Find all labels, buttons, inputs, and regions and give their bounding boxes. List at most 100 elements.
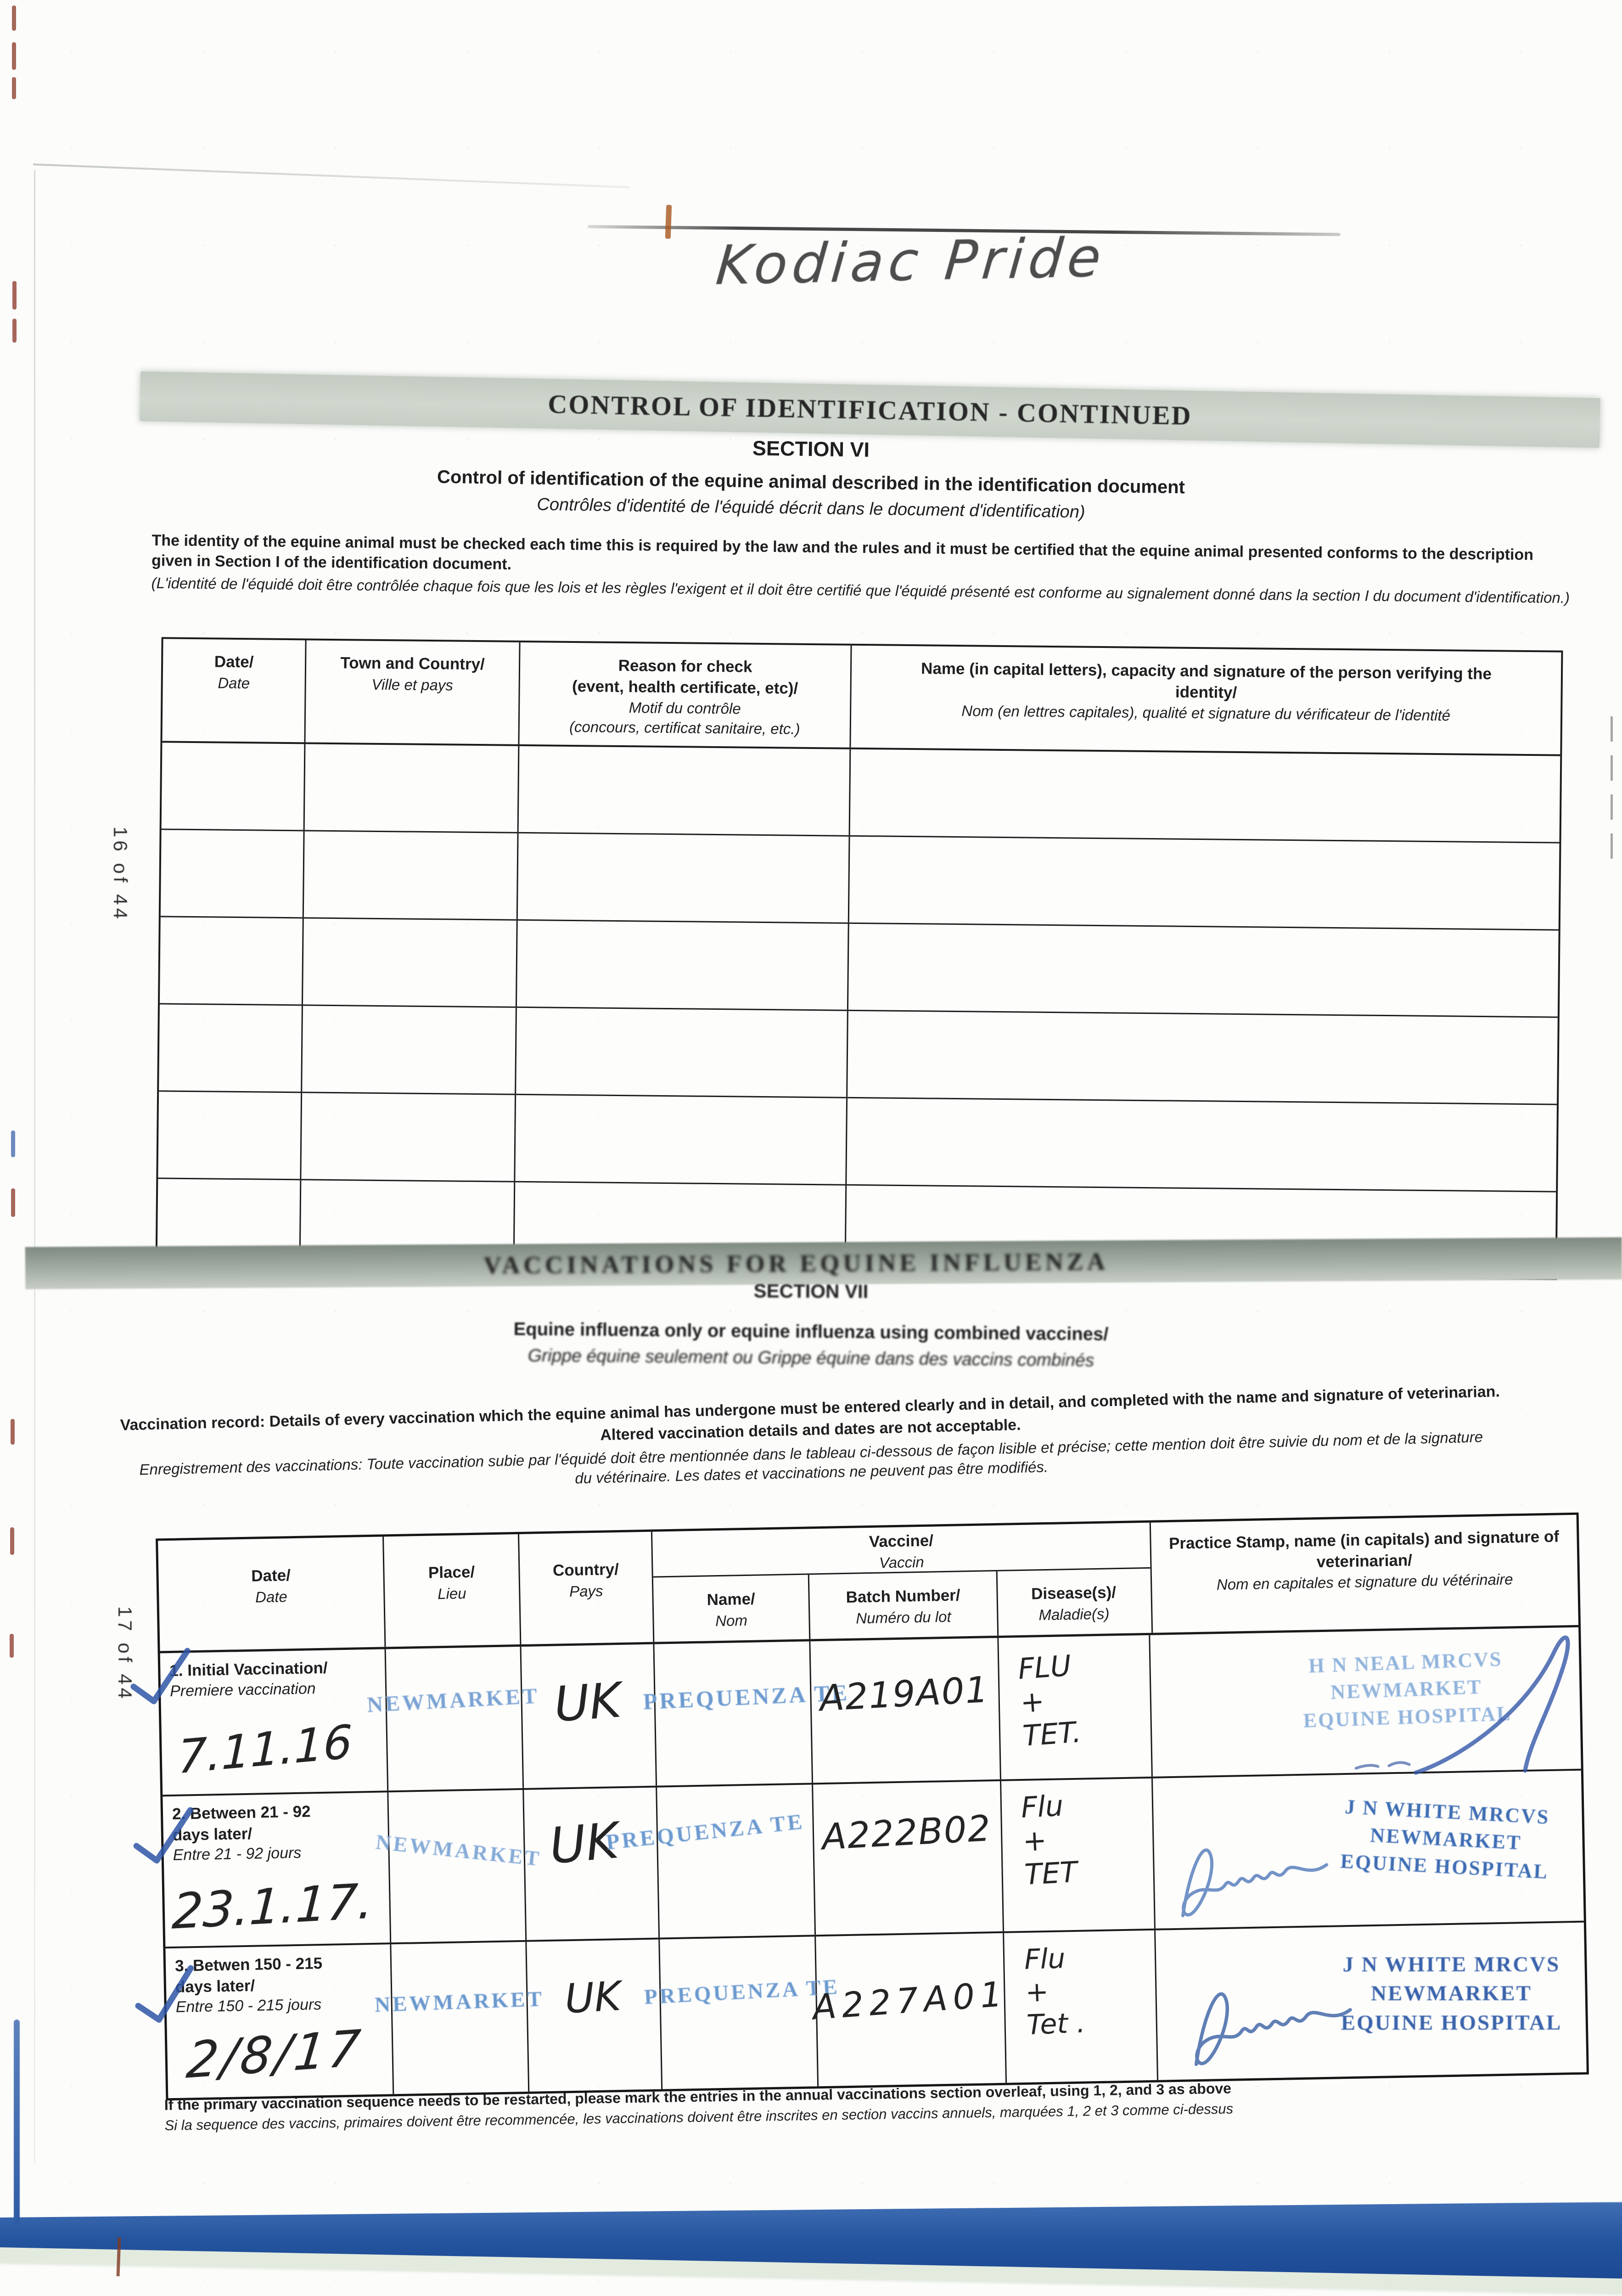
- cell-country: UK: [521, 1644, 657, 1788]
- handwritten-batch: A219A01: [819, 1669, 990, 1720]
- cell-date: 2. Between 21 - 92 days later/ Entre 21 …: [163, 1792, 392, 1947]
- booklet-edge-mark: [12, 77, 16, 99]
- vacc-header-batch: Batch Number/ Numéro du lot: [809, 1571, 999, 1639]
- section6-band-title: CONTROL OF IDENTIFICATION - CONTINUED: [547, 388, 1193, 431]
- handwritten-disease: Flu + TET: [1020, 1789, 1078, 1892]
- cell-disease: Flu + TET: [1001, 1778, 1156, 1931]
- header-fr: Maladie(s): [1038, 1604, 1110, 1623]
- vaccination-row-1: 1. Initial Vaccination/ Premiere vaccina…: [130, 1627, 1581, 1797]
- header-en: Town and Country/: [340, 654, 485, 674]
- scan-artifact-mark: [665, 204, 672, 239]
- booklet-edge-mark: [11, 1419, 15, 1445]
- vacc-header-place: Place/ Lieu: [384, 1534, 522, 1647]
- page-edge-dash: [1611, 755, 1613, 781]
- page-edge-dash: [1611, 716, 1613, 742]
- vacc-header-stamp: Practice Stamp, name (in capitals) and s…: [1151, 1515, 1578, 1633]
- vacc-header-country: Country/ Pays: [519, 1531, 655, 1644]
- id-check-table-empty-cell: [848, 924, 1559, 1017]
- id-check-header-date: Date/ Date: [162, 639, 307, 743]
- id-check-table-empty-cell: [160, 830, 305, 917]
- practice-stamp-text: J N WHITE MRCVS NEWMARKET EQUINE HOSPITA…: [1340, 1795, 1550, 1883]
- place-stamp: NEWMARKET: [366, 1683, 540, 1717]
- cell-country: UK: [527, 1939, 663, 2092]
- vaccine-stamp: PREQUENZA TE: [644, 1975, 841, 2009]
- row-label-fr: Entre 150 - 215 jours: [175, 1996, 322, 2016]
- id-check-header-reason: Reason for check (event, health certific…: [519, 642, 852, 748]
- row-label-en: 2. Between 21 - 92 days later/: [172, 1802, 311, 1844]
- page-number-side-label: 16 of 44: [110, 827, 131, 922]
- cell-place: NEWMARKET: [375, 1790, 542, 1943]
- vacc-header-vaccine: Vaccine/ Vaccin: [652, 1522, 1151, 1578]
- vacc-header-disease: Disease(s)/ Maladie(s): [998, 1569, 1151, 1636]
- id-check-table-empty-cell: [847, 1098, 1557, 1191]
- booklet-spine-edge: [14, 2020, 20, 2225]
- section7-band-title: VACCINATIONS FOR EQUINE INFLUENZA: [483, 1248, 1109, 1279]
- id-check-table-empty-cell: [516, 1007, 848, 1097]
- header-en: Place/: [428, 1563, 475, 1582]
- id-check-table-empty-cell: [302, 1006, 517, 1094]
- header-fr: Motif du contrôle (concours, certificat …: [569, 699, 800, 737]
- handwritten-date: 2/8/17: [184, 2019, 366, 2090]
- id-check-table-empty-cell: [303, 918, 518, 1007]
- id-check-table-empty-cell: [847, 1011, 1558, 1104]
- id-check-table-empty-cell: [850, 749, 1560, 842]
- row-label-en: 3. Betwen 150 - 215 days later/: [174, 1954, 323, 1996]
- id-check-header-town-country: Town and Country/ Ville et pays: [305, 640, 521, 744]
- booklet-edge-mark: [12, 42, 16, 70]
- handwritten-horse-name: Kodiac Pride: [713, 225, 1108, 298]
- cell-practice-stamp: J N WHITE MRCVS NEWMARKET EQUINE HOSPITA…: [1153, 1771, 1584, 1929]
- handwritten-date: 23.1.17.: [170, 1873, 375, 1940]
- handwritten-disease: FLU + TET.: [1017, 1649, 1083, 1753]
- vaccination-row-2: 2. Between 21 - 92 days later/ Entre 21 …: [133, 1770, 1584, 1949]
- page-edge-dash: [1611, 794, 1613, 820]
- header-en: Date/: [251, 1566, 291, 1585]
- cell-batch: A219A01: [810, 1638, 1001, 1783]
- cell-vaccine-name: PREQUENZA TE: [605, 1784, 816, 1938]
- header-en: Vaccine/: [869, 1531, 934, 1551]
- id-check-header-name-signature: Name (in capital letters), capacity and …: [851, 646, 1561, 754]
- id-check-table: Date/ Date Town and Country/ Ville et pa…: [155, 637, 1563, 1280]
- id-check-table-empty-cell: [517, 833, 850, 923]
- id-check-table-empty-cell: [849, 837, 1560, 929]
- section7-note: Vaccination record: Details of every vac…: [52, 1381, 1569, 1500]
- id-check-table-empty-row: [158, 1092, 1557, 1193]
- header-fr: Date: [255, 1587, 288, 1606]
- veterinarian-signature: [1354, 1635, 1570, 1775]
- veterinarian-signature: [1194, 1992, 1352, 2066]
- cell-vaccine-name: PREQUENZA TE: [644, 1936, 840, 2089]
- id-check-table-empty-cell: [303, 831, 519, 919]
- header-en: Name/: [707, 1590, 756, 1609]
- vaccination-table: Date/ Date Place/ Lieu Country/ Pays Vac…: [130, 1512, 1589, 2101]
- id-check-table-empty-row: [160, 830, 1560, 931]
- id-check-table-empty-cell: [304, 744, 520, 832]
- checkmark-icon: [130, 1648, 191, 1705]
- handwritten-batch: A227A01: [811, 1973, 1009, 2028]
- header-fr: Date: [218, 674, 250, 692]
- header-en: Name (in capital letters), capacity and …: [920, 659, 1492, 702]
- cell-batch: A222B02: [813, 1781, 1005, 1935]
- page-edge-line: [33, 163, 630, 188]
- place-stamp: NEWMARKET: [374, 1986, 544, 2017]
- header-fr: Pays: [569, 1582, 603, 1600]
- section6-intro: The identity of the equine animal must b…: [151, 531, 1575, 608]
- header-en: Reason for check (event, health certific…: [572, 656, 798, 698]
- booklet-edge-mark: [10, 1634, 14, 1658]
- id-check-table-empty-row: [159, 1004, 1558, 1105]
- cell-place: NEWMARKET: [366, 1646, 540, 1791]
- vaccination-row-3: 3. Betwen 150 - 215 days later/ Entre 15…: [135, 1923, 1587, 2099]
- cell-batch: A227A01: [811, 1933, 1009, 2087]
- vacc-header-vaccine-group: Vaccine/ Vaccin Name/ Nom Batch Number/ …: [652, 1522, 1153, 1642]
- vacc-header-name: Name/ Nom: [653, 1575, 811, 1642]
- cell-practice-stamp: J N WHITE MRCVS NEWMARKET EQUINE HOSPITA…: [1156, 1923, 1587, 2080]
- cell-disease: FLU + TET.: [999, 1635, 1153, 1779]
- handwritten-date: 7.11.16: [177, 1715, 353, 1784]
- place-stamp: NEWMARKET: [375, 1830, 543, 1871]
- id-check-table-empty-cell: [159, 1004, 303, 1092]
- booklet-edge-mark: [10, 1527, 14, 1555]
- header-en: Disease(s)/: [1031, 1583, 1117, 1603]
- id-check-table-empty-cell: [301, 1093, 516, 1181]
- id-check-table-empty-cell: [161, 743, 306, 830]
- veterinarian-signature: [1181, 1848, 1328, 1918]
- cell-country: UK: [524, 1787, 660, 1940]
